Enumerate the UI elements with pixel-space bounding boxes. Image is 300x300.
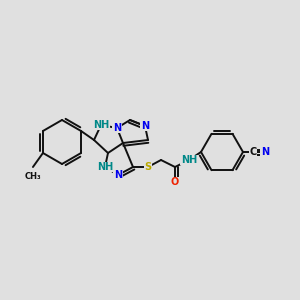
Text: C: C bbox=[249, 147, 256, 157]
Text: NH: NH bbox=[181, 155, 197, 165]
Text: N: N bbox=[113, 123, 121, 133]
Text: N: N bbox=[141, 121, 149, 131]
Text: O: O bbox=[171, 177, 179, 187]
Text: NH: NH bbox=[97, 162, 113, 172]
Text: CH₃: CH₃ bbox=[25, 172, 41, 181]
Text: S: S bbox=[144, 162, 152, 172]
Text: NH: NH bbox=[93, 120, 109, 130]
Text: N: N bbox=[261, 147, 269, 157]
Text: N: N bbox=[114, 170, 122, 180]
